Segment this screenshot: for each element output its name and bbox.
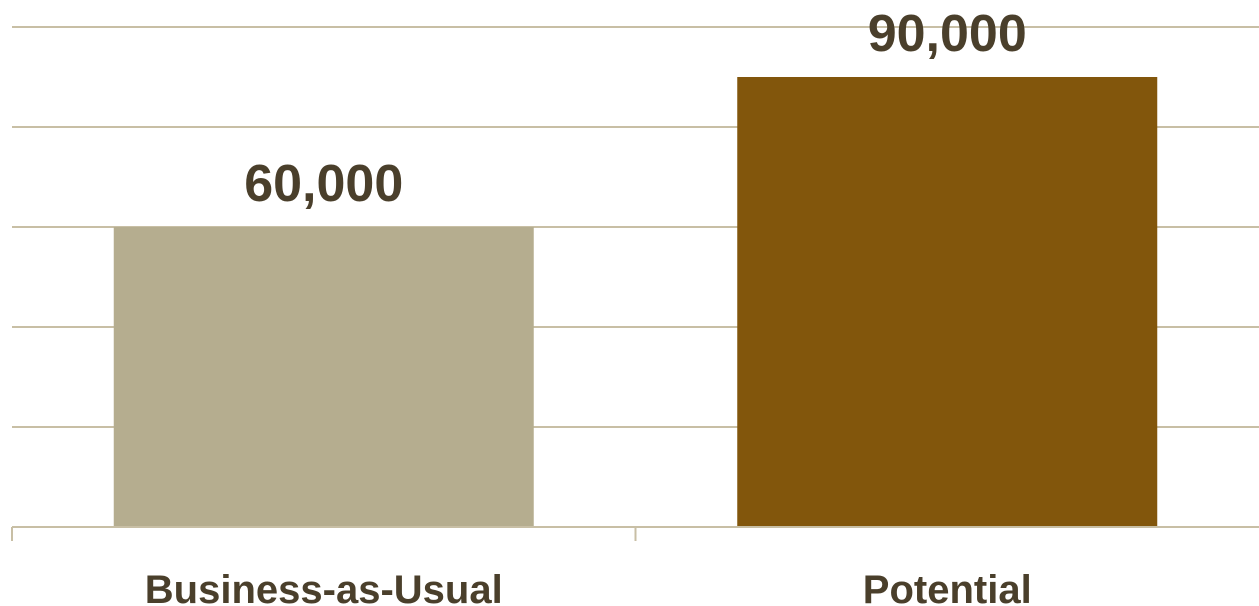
bar — [737, 77, 1158, 527]
x-tick-label: Business-as-Usual — [145, 568, 503, 606]
bars — [113, 77, 1158, 527]
data-labels: 60,000 90,000 — [244, 5, 1027, 213]
x-axis — [11, 526, 1259, 541]
category-labels: Business-as-Usual Potential — [145, 568, 1032, 606]
x-tick-label: Potential — [863, 568, 1032, 606]
data-label: 60,000 — [244, 155, 403, 213]
bar — [113, 227, 534, 527]
data-label: 90,000 — [868, 5, 1027, 63]
